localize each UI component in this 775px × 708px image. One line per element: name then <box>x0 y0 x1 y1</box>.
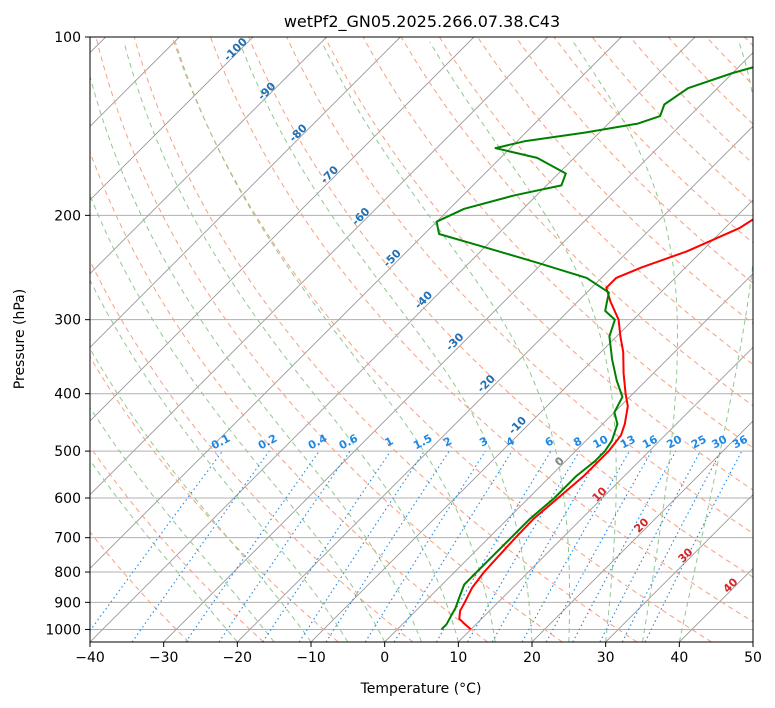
moist-adiabat-line <box>239 41 533 642</box>
mixing-ratio-label: 30 <box>710 433 730 452</box>
isotherm-line <box>531 420 753 642</box>
dewpoint-profile-line <box>435 66 753 631</box>
chart-title: wetPf2_GN05.2025.266.07.38.C43 <box>284 12 560 32</box>
mixing-ratio-line <box>218 450 351 642</box>
mixing-ratio-line <box>572 450 677 642</box>
x-tick-label: −30 <box>149 650 179 666</box>
dry-adiabat-line <box>362 37 753 449</box>
y-tick-label: 500 <box>54 444 81 460</box>
dry-adiabat-line <box>90 259 414 642</box>
isotherm-line <box>90 37 548 496</box>
mixing-ratio-label: 20 <box>664 433 684 452</box>
mixing-ratio-line <box>393 450 513 642</box>
dry-adiabat-line <box>439 37 753 366</box>
y-tick-label: 1000 <box>45 622 81 638</box>
isotherm-line <box>237 125 753 642</box>
moist-adiabat-line <box>90 347 312 642</box>
y-axis-label: Pressure (hPa) <box>12 289 28 389</box>
dry-adiabat-line <box>90 531 190 642</box>
x-tick-label: −10 <box>296 650 326 666</box>
x-axis-label: Temperature (°C) <box>360 681 482 697</box>
isotherm-line <box>605 494 753 642</box>
dry-adiabat-line <box>95 37 563 642</box>
x-tick-label: 30 <box>597 650 615 666</box>
isotherm-line <box>163 52 753 642</box>
y-tick-label: 100 <box>54 30 81 46</box>
mixing-ratio-label: 13 <box>618 433 638 452</box>
y-tick-label: 400 <box>54 387 81 403</box>
mixing-ratio-line <box>185 450 320 642</box>
isotherm-line <box>90 37 622 569</box>
moist-adiabat-line <box>174 41 496 642</box>
isotherm-line <box>90 37 327 275</box>
x-tick-label: 20 <box>523 650 541 666</box>
mixing-ratio-label: 36 <box>730 433 750 452</box>
y-tick-label: 700 <box>54 531 81 547</box>
isotherm-line <box>384 273 753 642</box>
moist-adiabat-line <box>429 41 617 642</box>
x-tick-label: 10 <box>449 650 467 666</box>
moist-adiabat-line <box>90 459 238 642</box>
moist-adiabat-line <box>321 41 571 642</box>
moist-adiabat-line <box>123 41 459 642</box>
y-tick-label: 800 <box>54 565 81 581</box>
plot-frame <box>89 36 754 643</box>
dry-adiabat-line <box>324 37 753 491</box>
moist-adiabat-line <box>90 279 349 642</box>
isotherm-line <box>90 37 696 642</box>
moist-adiabat-line <box>90 74 422 642</box>
x-tick-label: −20 <box>223 650 253 666</box>
y-tick-label: 200 <box>54 208 81 224</box>
x-tick-label: 0 <box>380 650 389 666</box>
mixing-ratio-line <box>364 450 486 642</box>
mixing-ratio-line <box>467 450 580 642</box>
mixing-ratio-line <box>325 450 450 642</box>
dry-adiabat-line <box>400 37 753 407</box>
moist-adiabat-line <box>90 406 275 642</box>
y-tick-label: 300 <box>54 313 81 329</box>
mixing-ratio-label: 25 <box>689 433 709 452</box>
isotherm-line <box>458 346 753 642</box>
y-tick-label: 900 <box>54 595 81 611</box>
mixing-ratio-label: 10 <box>591 433 611 452</box>
moist-adiabat-line <box>90 194 386 642</box>
y-tick-label: 600 <box>54 491 81 507</box>
mixing-ratio-line <box>599 450 701 642</box>
mixing-ratio-line <box>298 450 425 642</box>
isotherm-line <box>90 37 401 348</box>
mixing-ratio-line <box>262 450 392 642</box>
dry-adiabat-line <box>248 37 753 578</box>
mixing-ratio-label: 16 <box>640 433 660 452</box>
isotherm-line <box>90 37 254 201</box>
temperature-profile-line <box>458 218 753 631</box>
dry-adiabat-line <box>133 37 638 642</box>
isotherm-line <box>90 37 475 422</box>
x-tick-label: −40 <box>75 650 105 666</box>
x-tick-label: 40 <box>670 650 688 666</box>
moist-adiabat-line <box>573 41 678 642</box>
x-tick-label: 50 <box>744 650 762 666</box>
